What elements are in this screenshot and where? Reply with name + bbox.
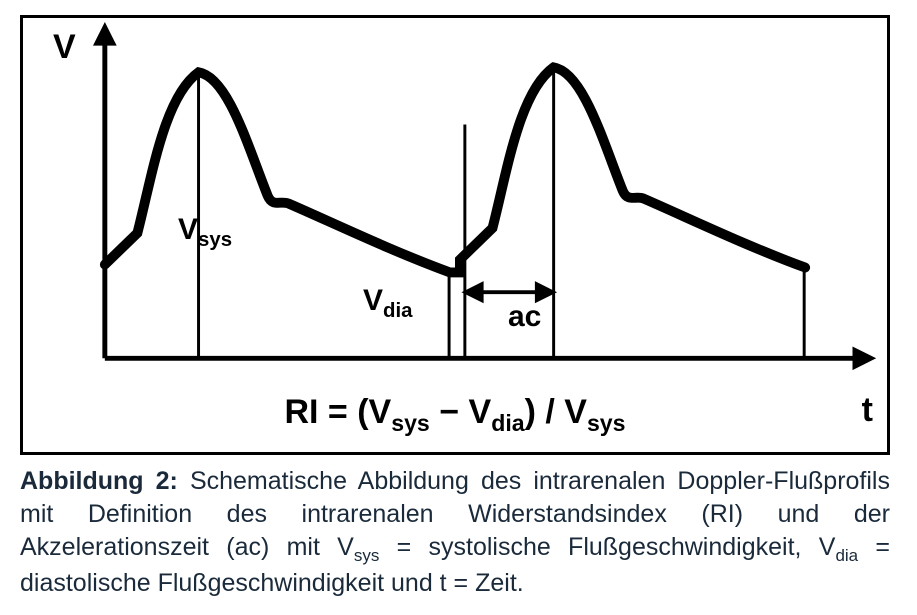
chart-svg	[23, 18, 887, 452]
caption-lead: Abbildung 2:	[20, 467, 178, 495]
caption-sub2: dia	[835, 546, 858, 565]
figure-caption: Abbildung 2: Schematische Abbildung des …	[20, 465, 890, 600]
ac-arrow	[466, 284, 553, 300]
ac-label: ac	[508, 300, 541, 334]
vdia-label: Vdia	[363, 284, 412, 323]
y-axis-arrow	[93, 22, 117, 46]
caption-sub1: sys	[354, 546, 380, 565]
doppler-chart: V t Vsys Vdia ac RI = (Vsys − Vdia) / Vs…	[20, 15, 890, 455]
y-axis-label: V	[53, 28, 76, 67]
caption-body2: = systolische Flußgeschwindigkeit, V	[379, 533, 835, 561]
vsys-label: Vsys	[178, 213, 232, 252]
x-axis-arrow	[853, 346, 877, 370]
vertical-markers	[199, 70, 805, 358]
ri-formula: RI = (Vsys − Vdia) / Vsys	[23, 393, 887, 437]
